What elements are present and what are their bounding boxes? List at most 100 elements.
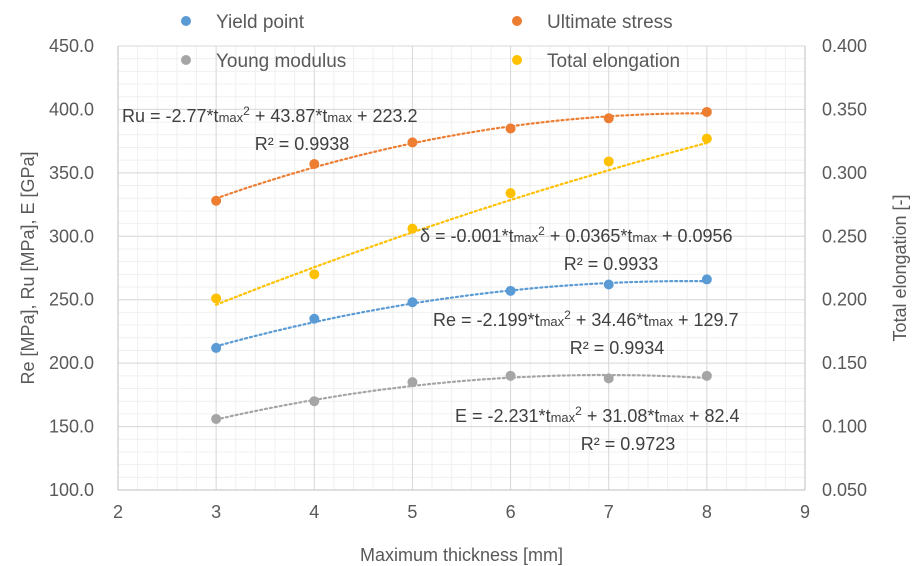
- equation-part: Re = -2.199*t: [433, 310, 540, 330]
- equation-part: + 31.08*t: [582, 406, 660, 426]
- y2-tick-label: 0.300: [822, 163, 867, 183]
- equation-part: max: [219, 110, 244, 125]
- label-layer: Re = -2.199*tmax2 + 34.46*tmax + 129.7R²…: [122, 104, 740, 454]
- data-point-s3-0: [211, 293, 222, 304]
- trend-equation-2: E = -2.231*tmax2 + 31.08*tmax + 82.4: [455, 404, 740, 426]
- data-point-s0-4: [603, 279, 614, 290]
- trend-equation-1: Ru = -2.77*tmax2 + 43.87*tmax + 223.2: [122, 104, 418, 126]
- trendline-2: [215, 373, 708, 421]
- data-point-s0-1: [309, 313, 320, 324]
- trend-layer: [215, 112, 708, 421]
- y2-axis-title: Total elongation [-]: [890, 194, 910, 341]
- equation-part: 2: [575, 404, 582, 418]
- y2-tick-label: 0.350: [822, 99, 867, 119]
- data-point-s1-1: [309, 158, 320, 169]
- equation-part: δ = -0.001*t: [420, 226, 514, 246]
- equation-part: + 0.0956: [657, 226, 733, 246]
- equation-part: E = -2.231*t: [455, 406, 551, 426]
- legend-marker-2: [181, 55, 191, 65]
- point-layer: [211, 106, 712, 424]
- trend-r2-2: R² = 0.9723: [581, 434, 676, 454]
- equation-part: max: [648, 314, 673, 329]
- data-point-s3-4: [603, 156, 614, 167]
- trend-equation-0: Re = -2.199*tmax2 + 34.46*tmax + 129.7: [433, 308, 739, 330]
- legend-label-0: Yield point: [216, 12, 305, 33]
- x-tick-label: 9: [800, 502, 810, 522]
- equation-part: 2: [538, 224, 545, 238]
- data-point-s0-0: [211, 342, 222, 353]
- axis-layer: 2 3 4 5 6 7 8 9 100.0 150.0 200.0 250.0 300.0 350.0 40…: [18, 36, 910, 565]
- data-point-s3-3: [505, 188, 516, 199]
- y2-tick-label: 0.100: [822, 417, 867, 437]
- y2-tick-label: 0.400: [822, 36, 867, 56]
- legend-marker-0: [181, 16, 191, 26]
- data-point-s2-3: [505, 370, 516, 381]
- data-point-s1-3: [505, 123, 516, 134]
- equation-part: max: [632, 230, 657, 245]
- x-tick-label: 5: [407, 502, 417, 522]
- equation-part: max: [514, 230, 539, 245]
- y-tick-label: 450.0: [49, 36, 94, 56]
- x-tick-label: 7: [604, 502, 614, 522]
- y2-tick-label: 0.150: [822, 353, 867, 373]
- equation-part: + 34.46*t: [571, 310, 649, 330]
- equation-part: max: [327, 110, 352, 125]
- equation-part: max: [540, 314, 565, 329]
- y-tick-label: 300.0: [49, 226, 94, 246]
- data-point-s2-2: [407, 377, 418, 388]
- equation-part: + 82.4: [684, 406, 740, 426]
- y-axis-title: Re [MPa], Ru [MPa], E [GPa]: [18, 151, 38, 384]
- trend-r2-0: R² = 0.9934: [570, 338, 665, 358]
- legend-label-1: Ultimate stress: [547, 12, 673, 33]
- y-tick-label: 200.0: [49, 353, 94, 373]
- data-point-s2-1: [309, 396, 320, 407]
- data-point-s1-2: [407, 137, 418, 148]
- trendline-1: [215, 112, 708, 200]
- x-tick-label: 8: [702, 502, 712, 522]
- data-point-s2-5: [701, 370, 712, 381]
- trendline-0: [215, 280, 708, 348]
- equation-part: + 43.87*t: [250, 106, 328, 126]
- data-point-s0-2: [407, 297, 418, 308]
- legend-label-2: Young modulus: [216, 51, 346, 72]
- equation-part: max: [659, 410, 684, 425]
- data-point-s3-1: [309, 269, 320, 280]
- data-point-s3-2: [407, 223, 418, 234]
- data-point-s0-5: [701, 274, 712, 285]
- x-axis-title: Maximum thickness [mm]: [360, 545, 563, 565]
- trend-r2-3: R² = 0.9933: [564, 254, 659, 274]
- legend-label-3: Total elongation: [547, 51, 680, 72]
- x-tick-label: 3: [211, 502, 221, 522]
- y-tick-label: 150.0: [49, 417, 94, 437]
- data-point-s2-0: [211, 413, 222, 424]
- data-point-s0-3: [505, 285, 516, 296]
- data-point-s1-5: [701, 106, 712, 117]
- data-point-s1-0: [211, 195, 222, 206]
- trend-r2-1: R² = 0.9938: [255, 134, 350, 154]
- equation-part: 2: [243, 104, 250, 118]
- data-point-s3-5: [701, 133, 712, 144]
- y-tick-label: 250.0: [49, 290, 94, 310]
- equation-part: 2: [564, 308, 571, 322]
- x-tick-label: 4: [309, 502, 319, 522]
- y2-tick-label: 0.250: [822, 226, 867, 246]
- equation-part: Ru = -2.77*t: [122, 106, 219, 126]
- trend-equation-3: δ = -0.001*tmax2 + 0.0365*tmax + 0.0956: [420, 224, 733, 246]
- legend-layer: Yield point Ultimate stress Young modulus T…: [181, 12, 680, 72]
- y2-tick-label: 0.200: [822, 290, 867, 310]
- x-tick-label: 6: [506, 502, 516, 522]
- y-tick-label: 400.0: [49, 99, 94, 119]
- equation-part: max: [551, 410, 576, 425]
- legend-marker-1: [512, 16, 522, 26]
- equation-part: + 129.7: [673, 310, 739, 330]
- y-tick-label: 350.0: [49, 163, 94, 183]
- legend-marker-3: [512, 55, 522, 65]
- trendline-3: [215, 141, 708, 306]
- y2-tick-label: 0.050: [822, 480, 867, 500]
- equation-part: + 223.2: [352, 106, 418, 126]
- data-point-s2-4: [603, 373, 614, 384]
- y-tick-label: 100.0: [49, 480, 94, 500]
- equation-part: + 0.0365*t: [545, 226, 633, 246]
